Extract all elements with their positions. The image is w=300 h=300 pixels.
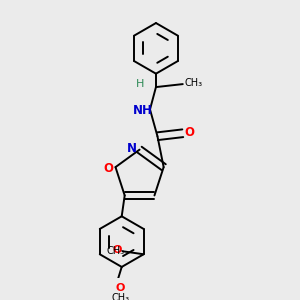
Text: O: O	[112, 245, 122, 255]
Text: CH₃: CH₃	[106, 246, 124, 256]
Text: N: N	[127, 142, 137, 154]
Text: O: O	[116, 283, 125, 293]
Text: NH: NH	[133, 104, 152, 117]
Text: CH₃: CH₃	[184, 78, 202, 88]
Text: CH₃: CH₃	[111, 292, 129, 300]
Text: O: O	[103, 162, 113, 175]
Text: H: H	[135, 79, 144, 89]
Text: O: O	[184, 126, 194, 139]
